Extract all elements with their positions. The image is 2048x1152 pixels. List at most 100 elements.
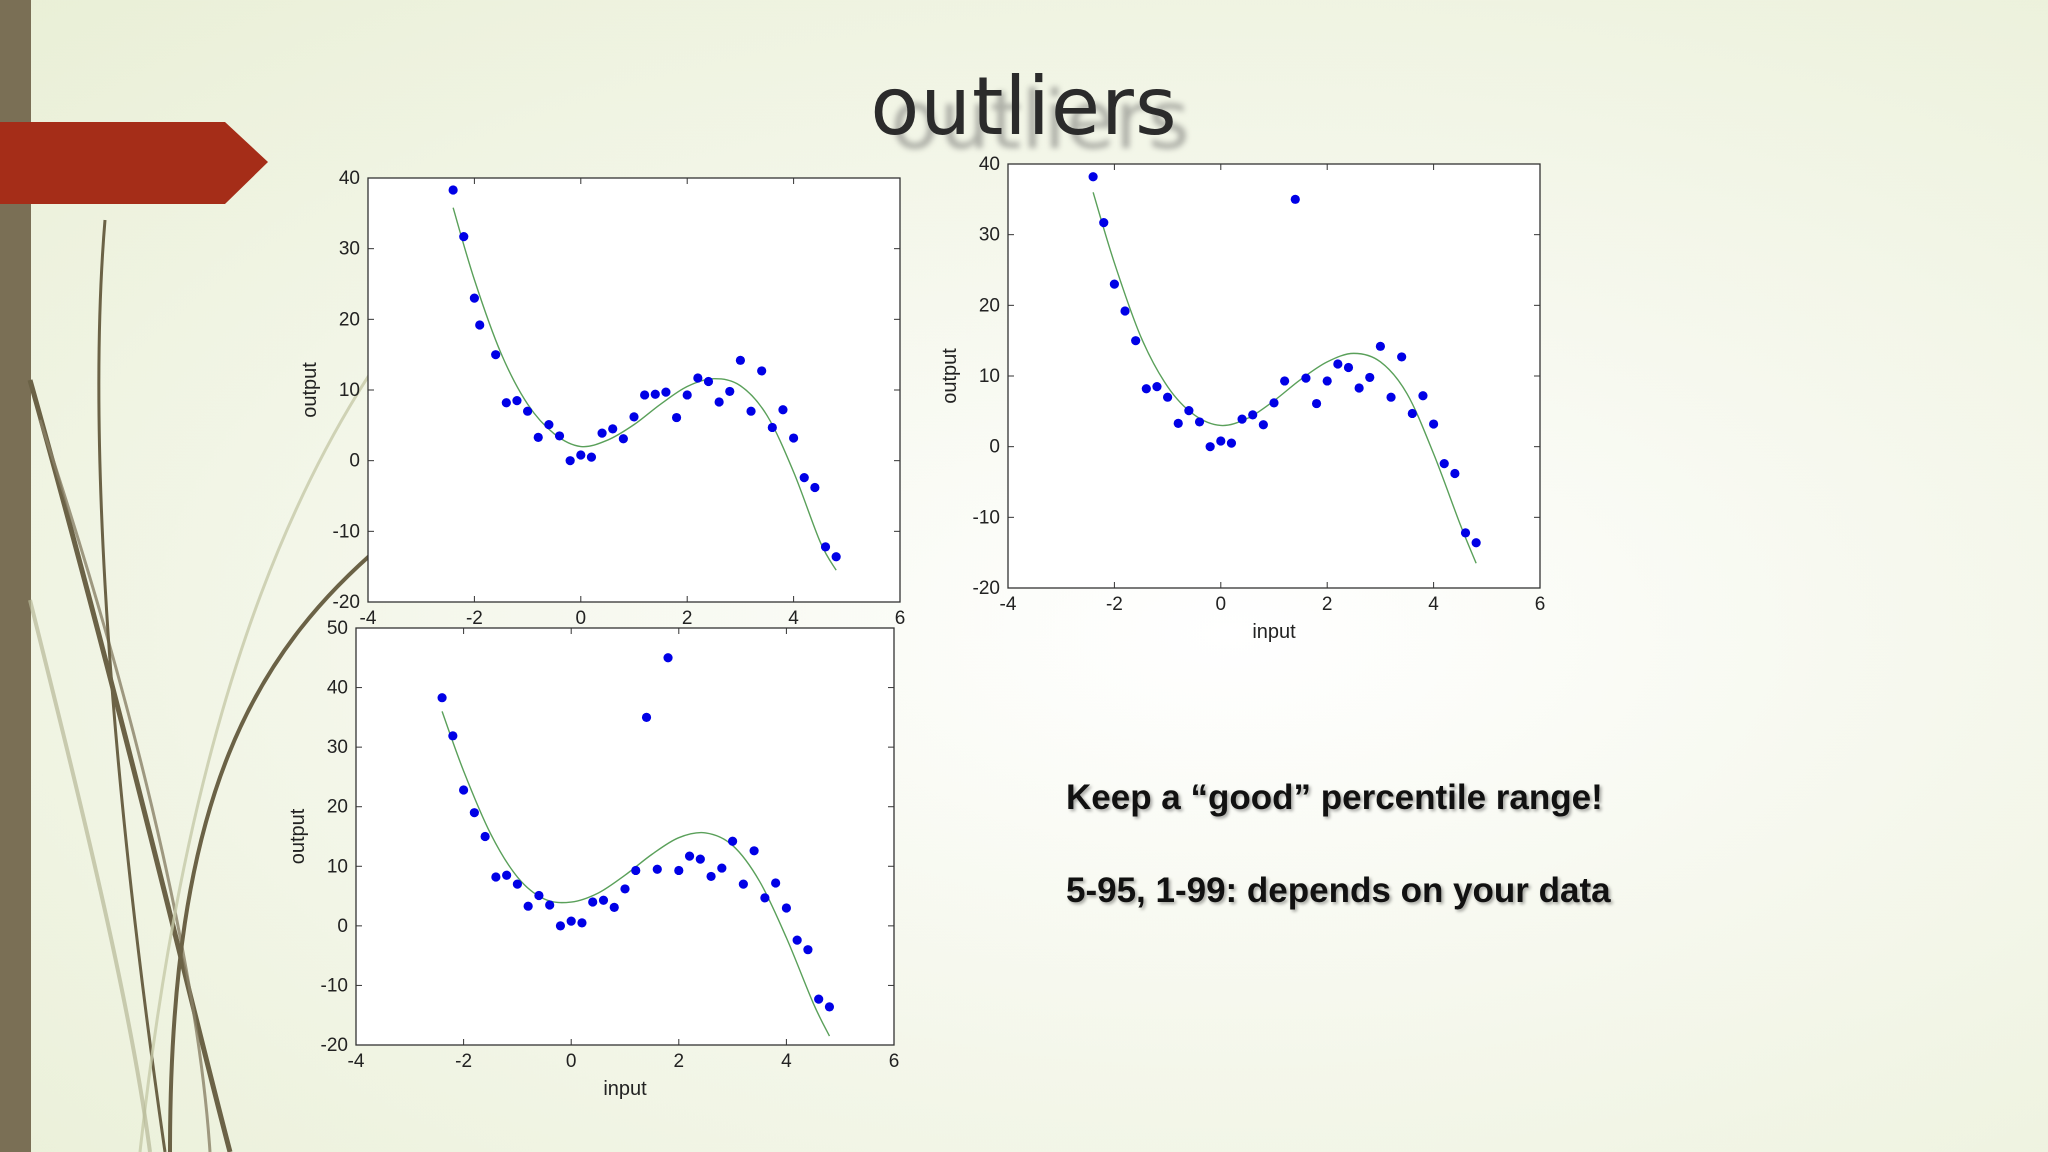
accent-arrow-banner	[0, 122, 268, 204]
data-point	[534, 890, 544, 901]
data-point	[1343, 362, 1354, 373]
note-depends-on-data: 5-95, 1-99: depends on your data	[1066, 871, 1611, 910]
data-point	[717, 863, 727, 873]
y-tick-label: -10	[973, 507, 1000, 528]
data-point	[1471, 538, 1481, 548]
data-point	[1216, 436, 1226, 446]
data-point	[684, 851, 695, 861]
y-tick-label: 30	[979, 225, 1000, 246]
data-point	[1365, 372, 1375, 383]
data-point	[810, 482, 820, 493]
data-point	[661, 387, 671, 397]
y-tick-label: 30	[327, 737, 348, 758]
data-point	[512, 879, 522, 889]
title-shadow: outliers	[890, 74, 1190, 167]
x-tick-label: 0	[576, 608, 587, 629]
data-point	[746, 406, 756, 416]
data-point	[789, 433, 799, 443]
data-point	[502, 870, 512, 880]
data-point	[1109, 279, 1119, 289]
scatter-chart-bottom-left: -4 -2 0 2 4 6 -20 -10 0 10 20 30 40 50 input output	[271, 618, 914, 1120]
data-point	[1290, 194, 1300, 204]
y-tick-label: 40	[979, 154, 1000, 175]
y-tick-label: -20	[973, 578, 1000, 599]
data-point	[620, 884, 630, 894]
x-axis-label: input	[1252, 621, 1296, 643]
data-point	[1397, 352, 1407, 362]
x-tick-label: 6	[889, 1051, 900, 1072]
y-tick-label: 30	[339, 239, 360, 260]
data-point	[1354, 383, 1364, 393]
x-tick-label: -2	[455, 1051, 472, 1072]
y-tick-label: 10	[327, 856, 348, 877]
data-point	[566, 916, 576, 926]
x-tick-label: 4	[781, 1051, 792, 1072]
data-point	[682, 390, 692, 400]
x-tick-label: -4	[360, 608, 377, 629]
data-point	[1248, 410, 1258, 420]
y-tick-label: -20	[333, 592, 360, 613]
data-point	[757, 366, 767, 376]
data-point	[576, 450, 586, 460]
data-point	[523, 901, 533, 911]
y-tick-label: 10	[339, 380, 360, 401]
x-axis-label: input	[603, 1078, 647, 1100]
y-tick-label: 0	[349, 451, 360, 472]
x-tick-label: -4	[1000, 594, 1017, 615]
x-tick-label: -2	[466, 608, 483, 629]
data-point	[1226, 438, 1237, 448]
plot-area	[367, 177, 901, 603]
y-tick-label: 20	[979, 295, 1000, 316]
data-point	[693, 373, 703, 383]
data-point	[799, 473, 809, 483]
data-point	[820, 542, 831, 552]
data-point	[671, 412, 682, 423]
data-point	[533, 432, 543, 442]
data-point	[1407, 408, 1417, 419]
data-point	[749, 846, 759, 856]
data-point	[609, 902, 619, 912]
x-tick-label: 4	[1428, 594, 1439, 615]
x-tick-label: 2	[682, 608, 693, 629]
scatter-chart-top-right: -4 -2 0 2 4 6 -20 -10 0 10 20 30 40 input output	[923, 154, 1560, 663]
plot-area	[355, 627, 895, 1046]
data-point	[577, 918, 587, 928]
data-point	[1258, 420, 1268, 430]
x-tick-label: 4	[788, 608, 799, 629]
data-point	[475, 320, 485, 330]
data-point	[781, 903, 791, 913]
data-point	[586, 452, 597, 462]
y-tick-label: 20	[327, 797, 348, 818]
data-point	[1184, 406, 1194, 416]
data-point	[706, 871, 716, 882]
data-point	[1141, 384, 1151, 394]
data-point	[1439, 459, 1449, 469]
data-point	[459, 232, 469, 242]
data-point	[1322, 376, 1332, 386]
data-point	[448, 185, 458, 195]
data-point	[523, 406, 533, 416]
fit-curve	[452, 207, 837, 571]
y-axis-label: output	[939, 348, 961, 404]
data-point	[778, 405, 788, 415]
data-point	[1280, 376, 1290, 386]
data-point	[1333, 359, 1343, 369]
data-point	[1152, 382, 1162, 392]
x-tick-label: 0	[1216, 594, 1227, 615]
y-tick-label: 10	[979, 366, 1000, 387]
data-point	[771, 878, 781, 888]
data-point	[1099, 218, 1109, 228]
x-tick-label: 2	[1322, 594, 1333, 615]
x-tick-label: -4	[348, 1051, 365, 1072]
data-point	[1120, 306, 1130, 316]
data-point	[459, 785, 469, 795]
data-point	[1269, 398, 1279, 408]
data-point	[1205, 442, 1215, 452]
data-point	[1301, 373, 1311, 383]
data-point	[738, 879, 748, 889]
x-tick-label: 0	[566, 1051, 577, 1072]
